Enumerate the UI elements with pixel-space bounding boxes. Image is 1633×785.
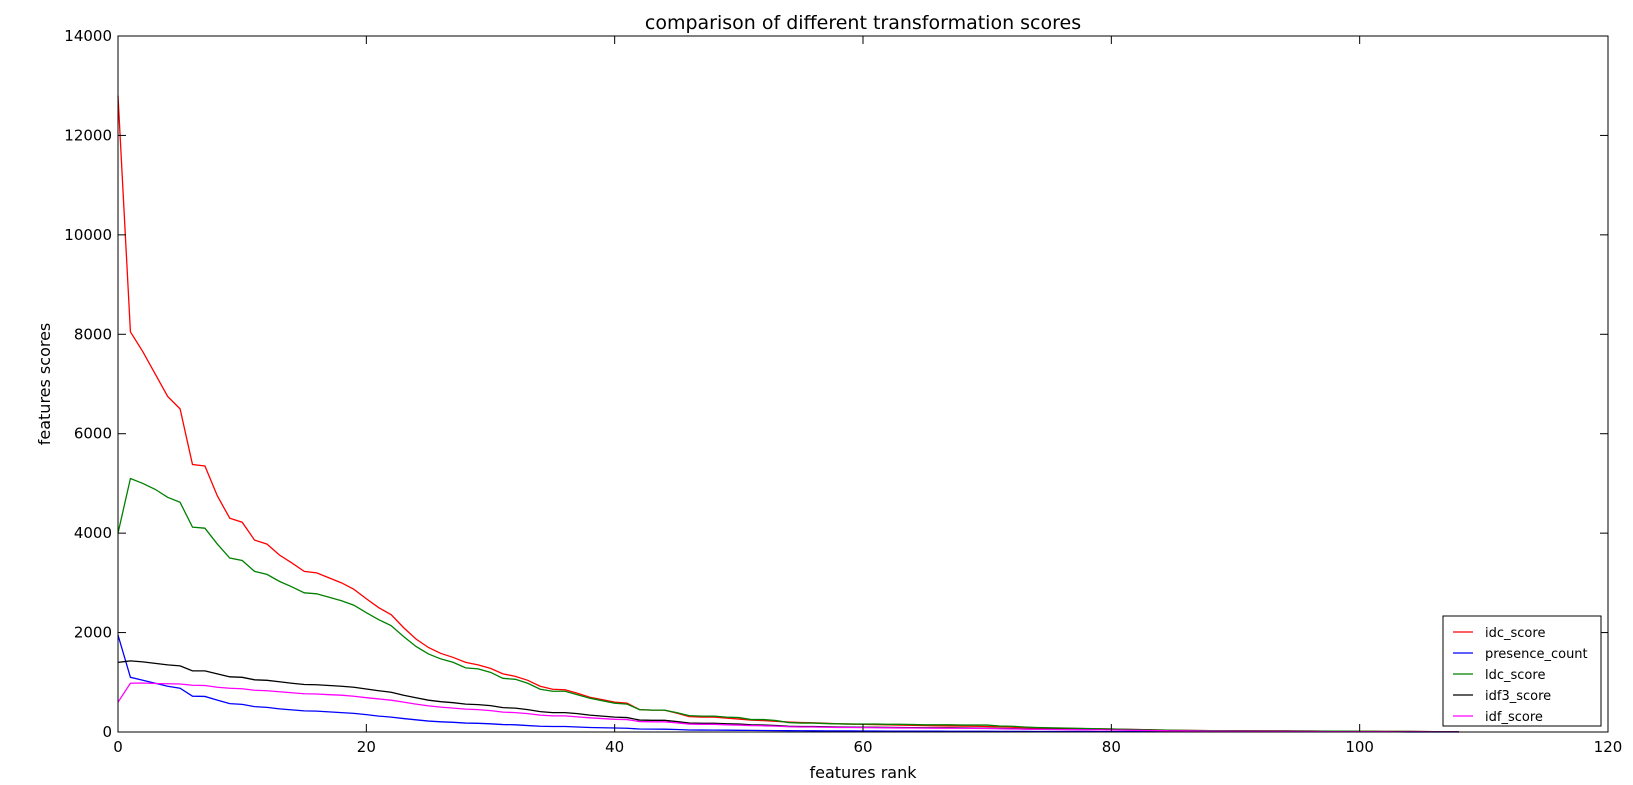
chart-title: comparison of different transformation s… <box>645 12 1081 34</box>
y-tick-label: 8000 <box>74 325 112 343</box>
series-line-idf3-score <box>117 660 1460 733</box>
x-tick-label: 20 <box>357 738 376 756</box>
ticks-layer: 0 20 40 60 80 100 120 0 2000 4000 6000 8000 10000 120… <box>64 27 1622 756</box>
x-tick-label: 0 <box>113 738 123 756</box>
x-tick-label: 80 <box>1102 738 1121 756</box>
legend-box <box>1442 615 1602 727</box>
series-line-idc-score <box>117 95 1460 733</box>
y-tick-label: 4000 <box>74 524 112 542</box>
y-axis-label: features scores <box>35 323 54 446</box>
plot-frame <box>117 35 1609 733</box>
y-tick-label: 6000 <box>74 425 112 443</box>
y-tick-label: 2000 <box>74 624 112 642</box>
y-tick-label: 0 <box>102 723 112 741</box>
legend-entry-ldc-score: ldc_score <box>1485 668 1545 683</box>
x-tick-label: 60 <box>853 738 872 756</box>
series-line-idf-score <box>117 682 1460 733</box>
x-tick-label: 100 <box>1345 738 1374 756</box>
legend-entry-idf-score: idf_score <box>1485 710 1543 725</box>
series-line-presence-count <box>117 634 1459 733</box>
legend-entry-idc-score: idc_score <box>1485 626 1545 641</box>
x-tick-label: 40 <box>605 738 624 756</box>
legend-entry-idf3-score: idf3_score <box>1485 689 1551 704</box>
legend-entry-presence-count: presence_count <box>1485 647 1588 662</box>
x-axis-label: features rank <box>810 763 918 782</box>
y-tick-label: 12000 <box>64 126 112 144</box>
y-tick-label: 10000 <box>64 226 112 244</box>
y-tick-label: 14000 <box>64 27 112 45</box>
series-layer <box>117 95 1460 733</box>
legend: idc_score presence_count ldc_score idf3_sco… <box>1442 615 1602 727</box>
x-tick-label: 120 <box>1594 738 1623 756</box>
